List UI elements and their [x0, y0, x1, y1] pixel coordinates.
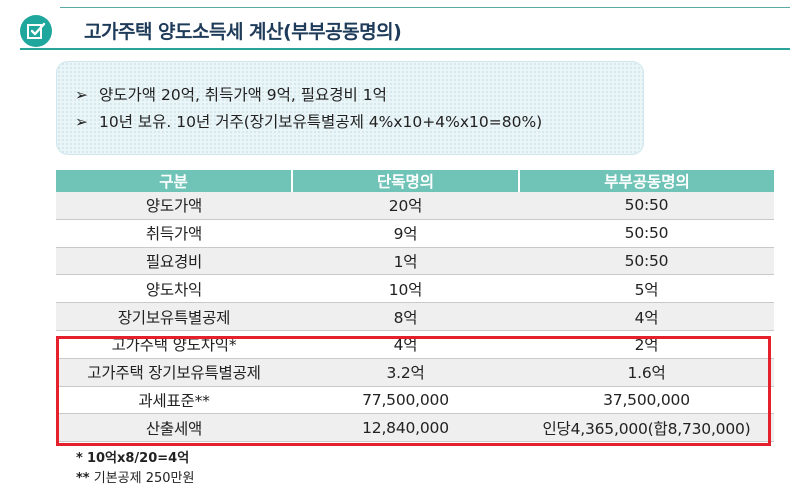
joint-value: 인당4,365,000(합8,730,000)	[519, 413, 774, 443]
row-label: 고가주택 양도차익*	[56, 330, 292, 359]
page-title: 고가주택 양도소득세 계산(부부공동명의)	[84, 21, 402, 43]
footnote-text: 10억x8/20=4억	[86, 451, 190, 466]
sole-value: 20억	[292, 192, 519, 220]
sole-value: 10억	[292, 274, 519, 304]
highlight-box	[56, 336, 771, 446]
title-bottom-rule	[20, 48, 790, 50]
joint-value: 50:50	[519, 192, 774, 220]
header-sole-ownership: 단독명의	[292, 170, 520, 192]
footnote-marker: **	[76, 471, 90, 486]
footnote-1: * 10억x8/20=4억	[76, 447, 189, 466]
arrow-bullet-icon: ➢	[75, 86, 88, 104]
row-label: 양도차익	[56, 274, 292, 304]
table-row: 고가주택 장기보유특별공제 3.2억 1.6억	[56, 358, 774, 387]
table-row: 장기보유특별공제 8억 4억	[56, 302, 774, 331]
footnote-marker: *	[76, 451, 83, 466]
table-row: 양도차익 10억 5억	[56, 274, 774, 304]
header-joint-ownership: 부부공동명의	[519, 170, 774, 192]
info-line-1: ➢ 양도가액 20억, 취득가액 9억, 필요경비 1억	[75, 83, 387, 105]
table-row: 취득가액 9억 50:50	[56, 219, 774, 248]
table-row: 필요경비 1억 50:50	[56, 247, 774, 276]
table-row: 과세표준** 77,500,000 37,500,000	[56, 386, 774, 415]
row-label: 장기보유특별공제	[56, 302, 292, 331]
table-row: 고가주택 양도차익* 4억 2억	[56, 330, 774, 359]
footnote-text: 기본공제 250만원	[93, 471, 195, 486]
arrow-bullet-icon: ➢	[75, 113, 88, 131]
info-box: ➢ 양도가액 20억, 취득가액 9억, 필요경비 1억 ➢ 10년 보유. 10년…	[56, 61, 644, 155]
sole-value: 12,840,000	[292, 413, 519, 443]
info-text-2: 10년 보유. 10년 거주(장기보유특별공제 4%x10+4%x10=80%)	[99, 113, 543, 131]
sole-value: 1억	[292, 247, 519, 276]
joint-value: 5억	[519, 274, 774, 304]
sole-value: 9억	[292, 219, 519, 248]
checkbox-icon	[20, 15, 52, 47]
footnote-2: ** 기본공제 250만원	[76, 467, 194, 486]
title-top-rule	[60, 7, 790, 8]
joint-value: 50:50	[519, 247, 774, 276]
joint-value: 50:50	[519, 219, 774, 248]
row-label: 필요경비	[56, 247, 292, 276]
row-label: 산출세액	[56, 413, 292, 443]
table-header-row: 구분 단독명의 부부공동명의	[56, 170, 774, 192]
joint-value: 2억	[519, 330, 774, 359]
row-label: 고가주택 장기보유특별공제	[56, 358, 292, 387]
tax-comparison-table: 구분 단독명의 부부공동명의 양도가액 20억 50:50 취득가액 9억 50…	[56, 170, 774, 443]
info-line-2: ➢ 10년 보유. 10년 거주(장기보유특별공제 4%x10+4%x10=80%…	[75, 110, 542, 132]
sole-value: 4억	[292, 330, 519, 359]
table-row: 산출세액 12,840,000 인당4,365,000(합8,730,000)	[56, 413, 774, 443]
joint-value: 37,500,000	[519, 386, 774, 415]
info-text-1: 양도가액 20억, 취득가액 9억, 필요경비 1억	[99, 86, 387, 104]
row-label: 취득가액	[56, 219, 292, 248]
table-row: 양도가액 20억 50:50	[56, 192, 774, 220]
sole-value: 77,500,000	[292, 386, 519, 415]
header-category: 구분	[56, 170, 293, 192]
joint-value: 4억	[519, 302, 774, 331]
sole-value: 3.2억	[292, 358, 519, 387]
joint-value: 1.6억	[519, 358, 774, 387]
row-label: 양도가액	[56, 192, 292, 220]
row-label: 과세표준**	[56, 386, 292, 415]
sole-value: 8억	[292, 302, 519, 331]
